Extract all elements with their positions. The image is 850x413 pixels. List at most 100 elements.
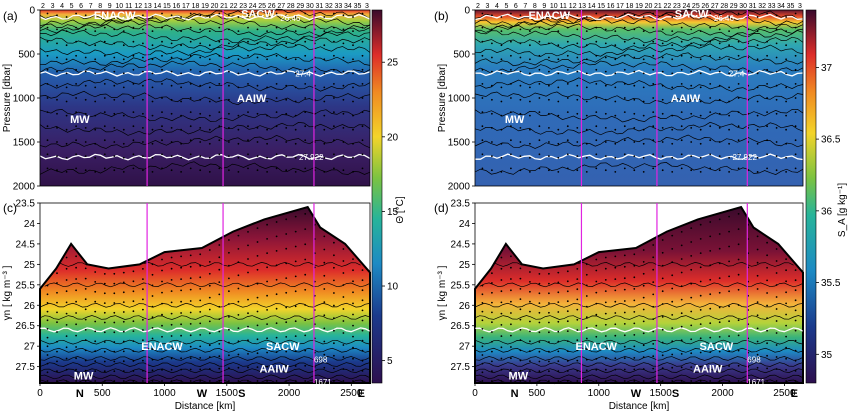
station-number: 12: [569, 3, 577, 10]
sample-point: [481, 111, 484, 113]
sample-point: [775, 141, 778, 143]
sample-point: [766, 153, 768, 156]
sample-point: [65, 156, 68, 159]
sample-point: [237, 366, 240, 369]
station-number: 31: [315, 3, 323, 10]
sample-point: [266, 100, 268, 103]
sample-point: [275, 40, 278, 43]
sample-point: [304, 167, 307, 170]
sample-point: [481, 83, 484, 85]
sample-point: [218, 256, 221, 259]
sample-point: [756, 16, 759, 18]
sample-point: [576, 56, 579, 59]
panel-c-contours: [39, 262, 371, 385]
sample-point: [228, 290, 230, 293]
sample-point: [189, 68, 192, 71]
sample-point: [500, 142, 503, 145]
sample-point: [737, 288, 740, 291]
sample-point: [699, 266, 702, 269]
sample-point: [538, 83, 541, 85]
sample-point: [529, 380, 531, 382]
sample-point: [75, 153, 77, 156]
sample-point: [737, 68, 740, 71]
sample-point: [218, 281, 221, 283]
sample-point: [680, 353, 683, 355]
sample-point: [103, 360, 106, 363]
density-tick-label: 26.5: [451, 321, 471, 332]
sample-point: [614, 323, 617, 326]
sample-point: [208, 368, 211, 370]
sample-point: [256, 56, 259, 59]
sample-point: [604, 290, 607, 292]
sample-point: [170, 155, 173, 158]
sample-point: [285, 321, 288, 324]
sample-point: [699, 44, 702, 47]
station-number: 17: [182, 3, 190, 10]
sample-point: [548, 14, 550, 17]
sample-point: [642, 284, 645, 287]
sample-point: [519, 112, 522, 115]
sample-point: [652, 139, 655, 142]
sample-point: [699, 156, 702, 159]
sample-point: [500, 114, 503, 117]
sample-point: [199, 42, 202, 45]
sample-point: [256, 227, 259, 230]
sample-point: [75, 368, 77, 371]
sample-point: [529, 114, 531, 117]
sample-point: [122, 291, 125, 294]
sample-point: [728, 44, 730, 47]
sample-point: [151, 114, 154, 117]
sample-point: [65, 72, 68, 75]
sample-point: [538, 380, 541, 382]
sample-point: [228, 341, 230, 344]
sample-point: [794, 139, 797, 142]
sample-point: [75, 346, 77, 348]
sample-point: [671, 30, 674, 32]
sample-point: [84, 349, 87, 352]
panel-c-label: (c): [3, 201, 17, 215]
sample-point: [566, 97, 569, 99]
sample-point: [103, 311, 106, 314]
sample-point: [652, 367, 655, 370]
sample-point: [491, 282, 493, 284]
sample-point: [65, 279, 68, 281]
sample-point: [285, 141, 288, 143]
sample-point: [208, 16, 211, 18]
sample-point: [342, 308, 345, 310]
sample-point: [642, 308, 645, 311]
sample-point: [208, 44, 211, 47]
sample-point: [519, 84, 522, 87]
sample-point: [785, 313, 787, 316]
sample-point: [142, 155, 144, 158]
sample-point: [614, 156, 617, 159]
sample-point: [548, 311, 550, 314]
sample-point: [538, 54, 541, 57]
sample-point: [680, 231, 683, 233]
sample-point: [623, 357, 626, 359]
sample-point: [151, 30, 154, 32]
sample-point: [557, 281, 560, 284]
colorbar-tick-label: 35: [821, 350, 833, 361]
sample-point: [614, 44, 617, 47]
sample-point: [491, 169, 493, 172]
sample-point: [633, 141, 636, 143]
sample-point: [75, 266, 77, 269]
sample-point: [785, 369, 787, 371]
sample-point: [189, 83, 192, 85]
sample-point: [529, 100, 531, 103]
density-tick-label: 26: [459, 301, 471, 312]
panel-d-field: [474, 205, 804, 384]
sample-point: [661, 127, 664, 129]
sample-point: [161, 269, 163, 272]
sample-point: [585, 337, 588, 340]
sample-point: [756, 86, 759, 89]
compass-mark: S: [238, 388, 245, 400]
sample-point: [189, 125, 192, 128]
sample-point: [566, 12, 569, 15]
sample-point: [113, 311, 116, 314]
sample-point: [294, 16, 297, 18]
sample-point: [785, 280, 787, 283]
sample-point: [737, 97, 740, 99]
